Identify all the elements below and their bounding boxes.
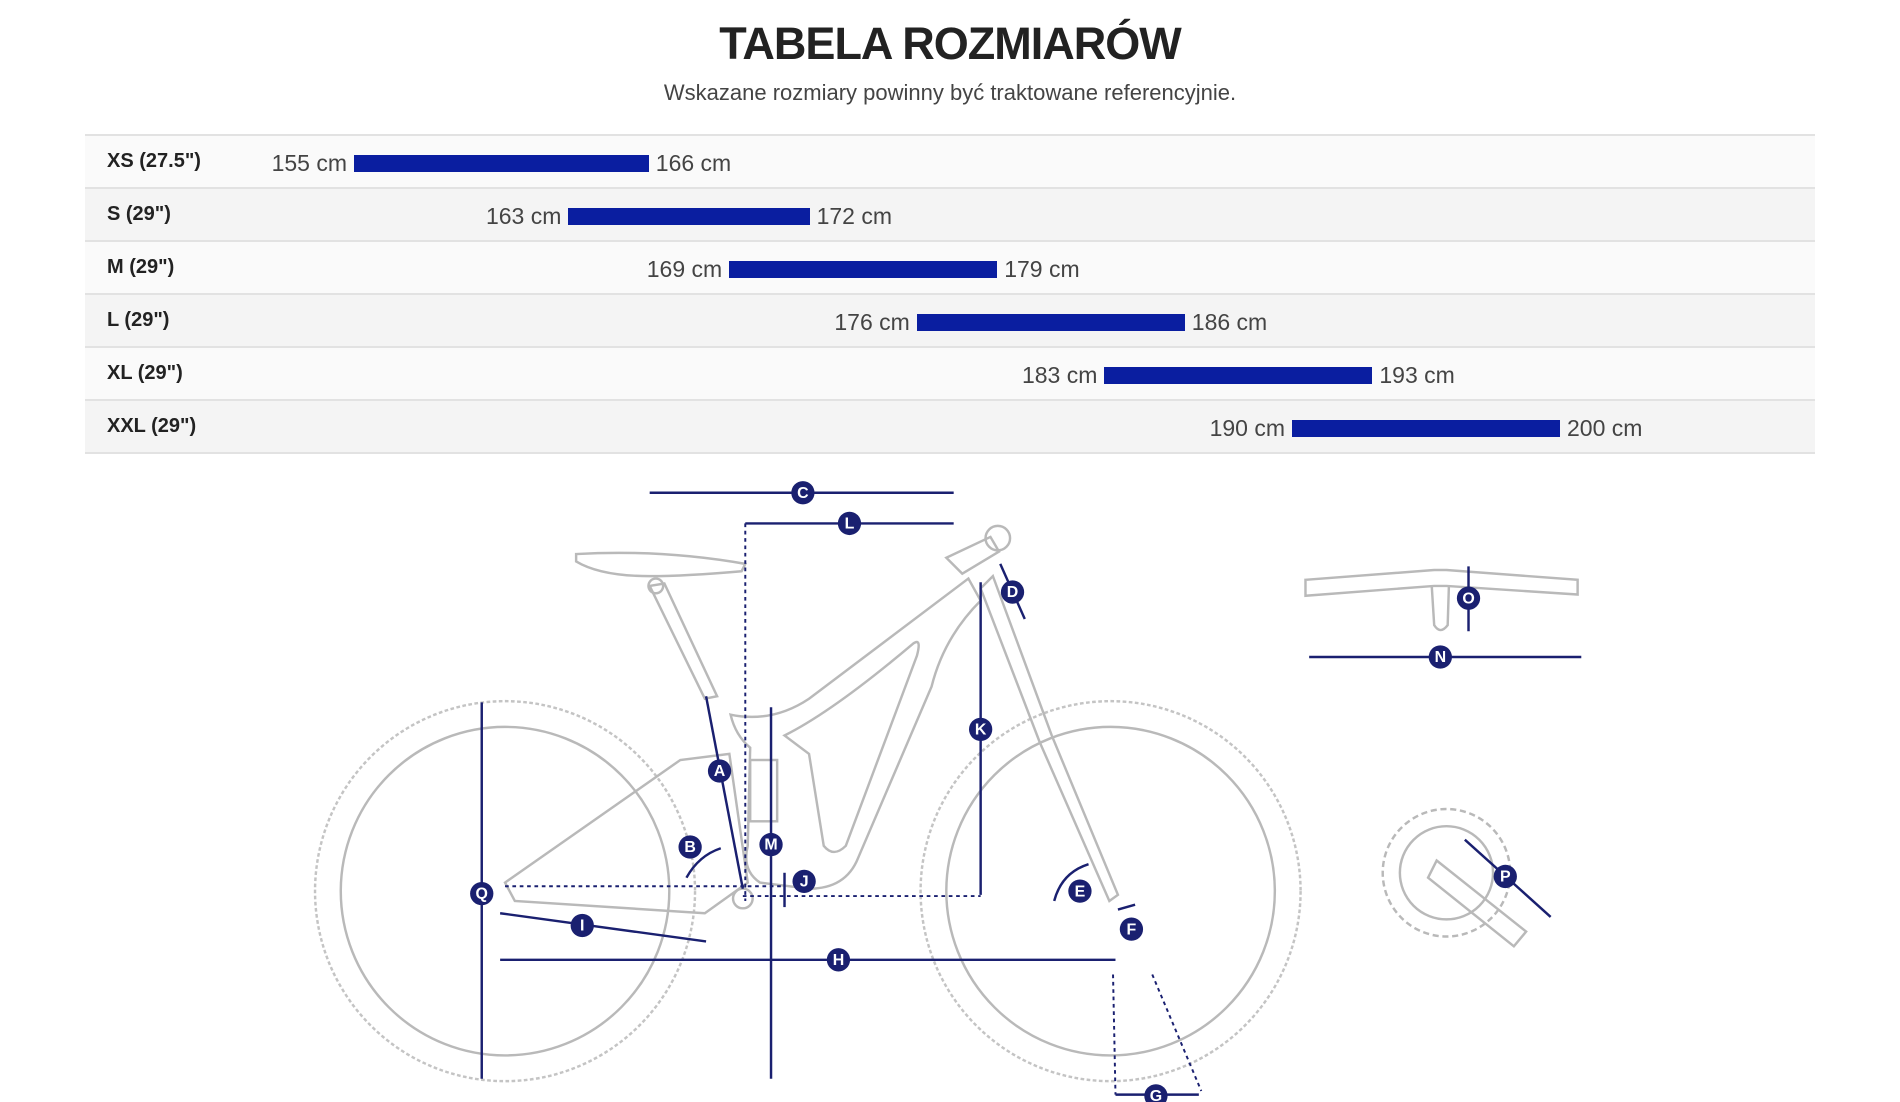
dimension-label-l: L — [837, 511, 862, 536]
dimension-label-n: N — [1428, 645, 1452, 669]
rear-tire — [313, 699, 697, 1083]
size-label: L (29") — [107, 309, 170, 331]
front-rim — [945, 725, 1277, 1057]
max-height-label: 166 cm — [655, 150, 732, 176]
chainring — [1381, 807, 1512, 938]
dimension-letter: B — [684, 839, 696, 856]
max-height-label: 172 cm — [816, 203, 893, 229]
dimension-letter: H — [833, 952, 845, 969]
max-height-label: 193 cm — [1379, 362, 1455, 388]
frame-inner — [782, 640, 920, 854]
bike-drawing — [313, 524, 1579, 1083]
size-table: XS (27.5") 155 cm 166 cm S (29") 163 cm 172 c… — [85, 134, 1815, 454]
dimension-label-j: J — [792, 869, 816, 893]
dimension-letter: J — [800, 873, 809, 890]
page-subtitle: Wskazane rozmiary powinny być traktowane… — [663, 80, 1237, 105]
height-range-bar — [354, 155, 649, 172]
front-tire — [919, 699, 1302, 1083]
height-range-bar — [729, 261, 998, 278]
height-range-bar — [1104, 367, 1373, 384]
seat-clamp — [647, 577, 665, 595]
chainring-inner — [1398, 824, 1495, 921]
size-label: XS (27.5") — [107, 150, 201, 172]
height-range-bar — [568, 208, 810, 225]
handlebar-clamp — [984, 524, 1012, 552]
dimension-letter: K — [975, 721, 987, 738]
min-height-label: 183 cm — [1021, 362, 1098, 388]
rear-triangle — [503, 752, 750, 915]
dimension-label-h: H — [826, 948, 851, 972]
min-height-label: 163 cm — [485, 203, 562, 229]
size-label: M (29") — [107, 256, 175, 278]
size-row: M (29") 169 cm 179 cm — [85, 242, 1815, 295]
size-label: S (29") — [107, 203, 171, 225]
dimension-label-o: O — [1456, 586, 1481, 610]
dimension-letter: M — [764, 837, 777, 854]
dimension-label-g: G — [1144, 1084, 1168, 1102]
rear-rim — [339, 725, 671, 1057]
dimension-label-e: E — [1068, 879, 1092, 903]
page-title: TABELA ROZMIARÓW — [719, 18, 1181, 69]
seatpost — [647, 582, 719, 701]
dimension-letter: I — [580, 918, 584, 935]
size-label: XXL (29") — [107, 415, 197, 437]
max-height-label: 179 cm — [1004, 256, 1080, 282]
min-height-label: 176 cm — [834, 309, 910, 335]
min-height-label: 190 cm — [1209, 415, 1285, 441]
dimension-label-d: D — [1000, 580, 1025, 604]
dimension-label-b: B — [678, 835, 702, 859]
dimension-label-k: K — [969, 717, 993, 741]
stem — [944, 535, 1001, 576]
dimension-letter: C — [797, 485, 809, 502]
dimension-lines — [480, 491, 1582, 1096]
shock — [748, 758, 779, 823]
dimension-label-i: I — [570, 913, 594, 938]
min-height-label: 169 cm — [646, 256, 723, 282]
dimension-letter: O — [1462, 590, 1474, 607]
max-height-label: 186 cm — [1191, 309, 1268, 335]
dimension-label-m: M — [759, 832, 783, 857]
dimension-label-c: C — [791, 481, 815, 505]
dimension-label-a: A — [707, 759, 732, 783]
dimension-letter: Q — [476, 886, 488, 903]
dimension-letter: P — [1500, 869, 1511, 886]
bottom-bracket — [731, 887, 754, 910]
dimension-letter: A — [714, 763, 726, 780]
size-row: XL (29") 183 cm 193 cm — [85, 348, 1815, 401]
size-label: XL (29") — [107, 362, 183, 384]
dimension-letter: G — [1150, 1088, 1162, 1102]
size-row: XXL (29") 190 cm 200 cm — [85, 401, 1815, 454]
dimension-letter: L — [845, 516, 855, 533]
dimension-letter: E — [1075, 883, 1086, 900]
min-height-label: 155 cm — [271, 150, 347, 176]
height-range-bar — [1292, 420, 1560, 437]
max-height-label: 200 cm — [1567, 415, 1643, 441]
handlebar — [1304, 568, 1579, 632]
dimension-letter: N — [1435, 649, 1447, 666]
dimension-letter: D — [1007, 584, 1019, 601]
size-row: S (29") 163 cm 172 cm — [85, 189, 1815, 242]
dimension-label-q: Q — [470, 881, 494, 906]
dimension-label-f: F — [1119, 917, 1144, 941]
dimension-letter: F — [1127, 921, 1137, 938]
saddle — [574, 551, 748, 578]
size-row: XS (27.5") 155 cm 166 cm — [85, 136, 1815, 189]
crank-arm — [1426, 858, 1528, 949]
size-row: L (29") 176 cm 186 cm — [85, 295, 1815, 348]
height-range-bar — [916, 314, 1185, 331]
dimension-label-p: P — [1493, 864, 1517, 889]
